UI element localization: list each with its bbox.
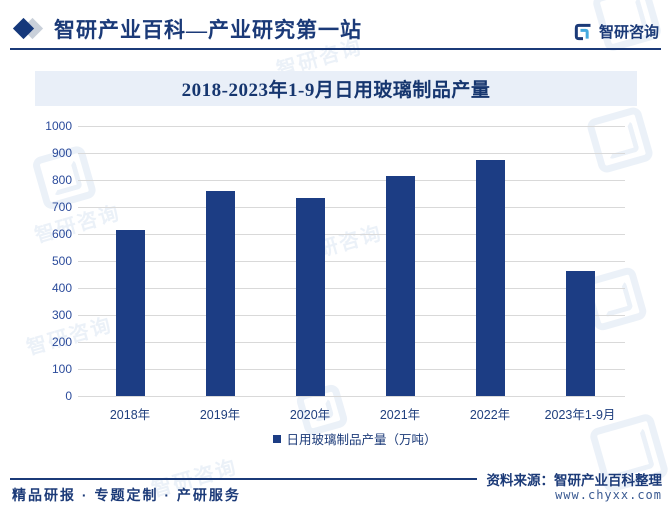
gridline <box>78 261 625 262</box>
y-tick-label: 900 <box>51 146 72 160</box>
gridline <box>78 369 625 370</box>
brand-logo: 智研咨询 <box>573 21 661 44</box>
bar-slot <box>535 126 625 396</box>
y-tick-label: 1000 <box>45 119 72 133</box>
bar <box>565 271 595 396</box>
legend: 日用玻璃制品产量（万吨） <box>85 429 625 448</box>
legend-marker-icon <box>273 434 282 443</box>
bar <box>385 175 415 396</box>
bars <box>85 126 625 396</box>
gridline <box>78 234 625 235</box>
bar <box>295 198 325 396</box>
y-tick-label: 500 <box>51 254 72 268</box>
y-tick-label: 400 <box>51 281 72 295</box>
y-tick-label: 300 <box>51 308 72 322</box>
gridline <box>78 288 625 289</box>
y-tick-label: 100 <box>51 362 72 376</box>
source-row: 资料来源：智研产业百科整理 <box>10 469 662 489</box>
bar <box>115 229 145 396</box>
x-axis-label: 2023年1-9月 <box>544 408 616 422</box>
gridline <box>78 315 625 316</box>
website-url: www.chyxx.com <box>555 488 662 502</box>
header-left: 智研产业百科—产业研究第一站 <box>10 14 362 44</box>
bar <box>205 190 235 396</box>
bar-slot <box>265 126 355 396</box>
y-tick-label: 0 <box>65 389 72 403</box>
y-tick-label: 800 <box>51 173 72 187</box>
gridline <box>78 342 625 343</box>
zhiyan-logo-icon <box>574 23 591 40</box>
legend-label: 日用玻璃制品产量（万吨） <box>286 433 437 447</box>
gridline <box>78 207 625 208</box>
header: 智研产业百科—产业研究第一站 智研咨询 <box>10 0 661 50</box>
gridline <box>78 153 625 154</box>
x-axis: 2018年 2019年 2020年 2021年 2022年 2023年1-9月 <box>85 404 625 423</box>
y-tick-label: 700 <box>51 200 72 214</box>
bar-slot <box>85 126 175 396</box>
plot-area <box>78 126 625 397</box>
brand-name: 智研咨询 <box>598 24 659 41</box>
bar-slot <box>355 126 445 396</box>
chart-title: 2018-2023年1-9月日用玻璃制品产量 <box>181 80 491 101</box>
site-title: 智研产业百科—产业研究第一站 <box>54 18 362 42</box>
source-label: 资料来源：智研产业百科整理 <box>486 473 663 488</box>
services-tagline: 精品研报 · 专题定制 · 产研服务 <box>12 487 241 503</box>
divider-line <box>10 478 477 480</box>
y-axis: 0 100 200 300 400 500 600 700 800 900 1000 <box>0 119 72 403</box>
y-tick-label: 200 <box>51 335 72 349</box>
bar-slot <box>445 126 535 396</box>
gridline <box>78 396 625 397</box>
x-axis-label: 2021年 <box>379 408 421 422</box>
gridline <box>78 180 625 181</box>
x-axis-label: 2022年 <box>469 408 511 422</box>
bar-slot <box>175 126 265 396</box>
x-axis-label: 2020年 <box>289 408 331 422</box>
gridline <box>78 126 625 127</box>
x-axis-label: 2019年 <box>199 408 241 422</box>
y-tick-label: 600 <box>51 227 72 241</box>
bar <box>475 160 505 396</box>
diamond-icon <box>12 17 44 40</box>
chart-title-banner: 2018-2023年1-9月日用玻璃制品产量 <box>35 71 637 106</box>
x-axis-label: 2018年 <box>109 408 151 422</box>
